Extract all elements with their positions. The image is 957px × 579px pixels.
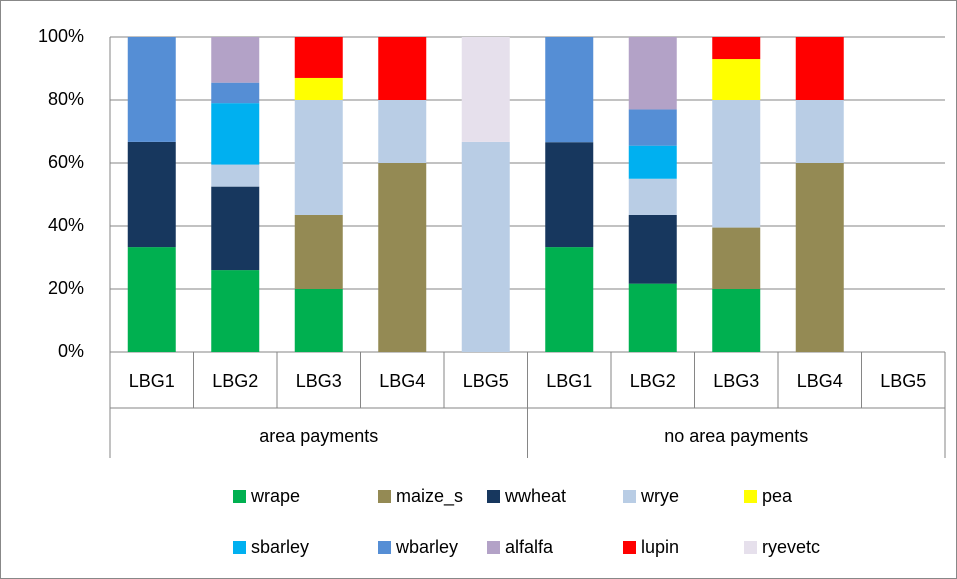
x-tick-label: LBG1 bbox=[546, 371, 592, 391]
bar-segment bbox=[294, 289, 343, 352]
legend-swatch bbox=[378, 541, 391, 554]
bar-segment bbox=[545, 247, 594, 352]
legend-label: alfalfa bbox=[505, 537, 554, 557]
legend-label: sbarley bbox=[251, 537, 309, 557]
y-tick-label: 0% bbox=[58, 341, 84, 361]
bar-segment bbox=[294, 77, 343, 100]
bar-segment bbox=[628, 109, 677, 146]
bar-segment bbox=[294, 214, 343, 289]
x-tick-label: LBG5 bbox=[463, 371, 509, 391]
x-tick-label: LBG3 bbox=[713, 371, 759, 391]
bar-segment bbox=[712, 100, 761, 228]
bar-segment bbox=[294, 100, 343, 215]
legend-swatch bbox=[233, 490, 246, 503]
bar-segment bbox=[461, 37, 510, 142]
legend-swatch bbox=[487, 541, 500, 554]
legend-label: wrape bbox=[250, 486, 300, 506]
legend-swatch bbox=[378, 490, 391, 503]
x-tick-label: LBG4 bbox=[797, 371, 843, 391]
bar-segment bbox=[378, 37, 427, 100]
bar-segment bbox=[628, 37, 677, 110]
x-tick-label: LBG4 bbox=[379, 371, 425, 391]
bar-segment bbox=[545, 142, 594, 248]
bar-segment bbox=[211, 186, 260, 271]
bar-segment bbox=[795, 100, 844, 163]
y-tick-label: 60% bbox=[48, 152, 84, 172]
bar-segment bbox=[127, 141, 176, 248]
bar-segment bbox=[378, 100, 427, 163]
x-tick-label: LBG2 bbox=[212, 371, 258, 391]
legend-label: wbarley bbox=[395, 537, 458, 557]
bar-segment bbox=[712, 59, 761, 100]
group-label: area payments bbox=[259, 426, 378, 446]
y-tick-label: 100% bbox=[38, 26, 84, 46]
bar-segment bbox=[712, 37, 761, 60]
bar-segment bbox=[795, 37, 844, 100]
bar-segment bbox=[712, 289, 761, 352]
bar-segment bbox=[628, 178, 677, 215]
group-label: no area payments bbox=[664, 426, 808, 446]
bar-segment bbox=[378, 163, 427, 352]
legend-label: pea bbox=[762, 486, 793, 506]
bar-segment bbox=[211, 164, 260, 187]
bar-segment bbox=[628, 145, 677, 179]
bar-segment bbox=[712, 227, 761, 289]
legend-swatch bbox=[233, 541, 246, 554]
bar-segment bbox=[545, 37, 594, 143]
x-tick-label: LBG3 bbox=[296, 371, 342, 391]
legend-swatch bbox=[487, 490, 500, 503]
bar-segment bbox=[461, 141, 510, 352]
bar-segment bbox=[211, 82, 260, 104]
bar-segment bbox=[211, 37, 260, 83]
bar-segment bbox=[211, 103, 260, 165]
legend-label: maize_s bbox=[396, 486, 463, 507]
bar-segment bbox=[294, 37, 343, 78]
legend-swatch bbox=[744, 490, 757, 503]
x-tick-label: LBG2 bbox=[630, 371, 676, 391]
bar-segment bbox=[127, 37, 176, 142]
y-tick-label: 40% bbox=[48, 215, 84, 235]
bar-segment bbox=[795, 163, 844, 352]
legend-swatch bbox=[623, 490, 636, 503]
legend-label: lupin bbox=[641, 537, 679, 557]
legend-swatch bbox=[744, 541, 757, 554]
x-tick-label: LBG5 bbox=[880, 371, 926, 391]
legend-swatch bbox=[623, 541, 636, 554]
legend-label: ryevetc bbox=[762, 537, 820, 557]
bar-segment bbox=[628, 283, 677, 352]
legend-label: wrye bbox=[640, 486, 679, 506]
y-tick-label: 20% bbox=[48, 278, 84, 298]
x-tick-label: LBG1 bbox=[129, 371, 175, 391]
bar-segment bbox=[628, 214, 677, 284]
bar-segment bbox=[211, 270, 260, 352]
legend-label: wwheat bbox=[504, 486, 566, 506]
y-tick-label: 80% bbox=[48, 89, 84, 109]
bar-segment bbox=[127, 247, 176, 352]
